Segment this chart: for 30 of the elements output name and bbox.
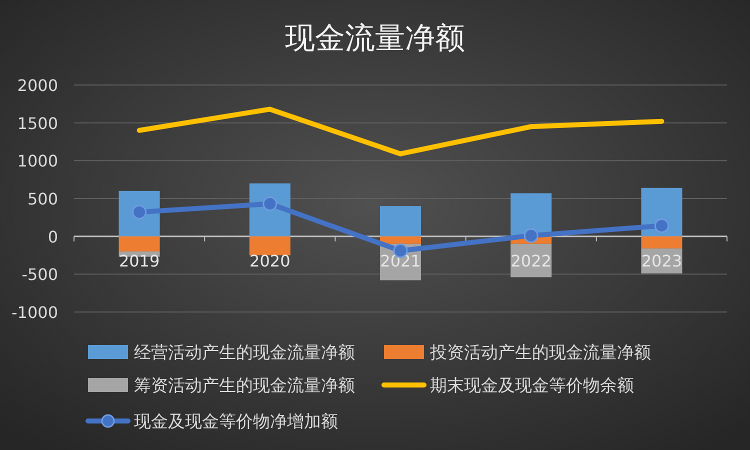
- y-tick-label: 0: [48, 227, 58, 246]
- y-tick-label: 1000: [17, 152, 58, 171]
- chart-title: 现金流量净额: [285, 21, 465, 56]
- bar: [380, 206, 421, 236]
- y-tick-label: -500: [22, 265, 58, 284]
- y-tick-label: 500: [27, 190, 58, 208]
- legend-label: 期末现金及现金等价物余额: [430, 376, 634, 396]
- x-tick-label: 2023: [641, 251, 682, 270]
- legend-label: 经营活动产生的现金流量净额: [134, 343, 355, 363]
- bar: [641, 236, 682, 248]
- bar: [118, 236, 160, 252]
- legend-label: 筹资活动产生的现金流量净额: [134, 376, 355, 396]
- legend-item: 期末现金及现金等价物余额: [382, 376, 634, 396]
- legend-item: 筹资活动产生的现金流量净额: [88, 376, 355, 396]
- y-tick-label: 2000: [17, 76, 58, 95]
- x-tick-label: 2019: [118, 251, 160, 270]
- x-tick-label: 2022: [510, 251, 552, 270]
- legend-item: 投资活动产生的现金流量净额: [384, 343, 651, 363]
- y-tick-label: 1500: [17, 114, 58, 133]
- bar: [249, 236, 290, 256]
- legend-label: 投资活动产生的现金流量净额: [429, 343, 651, 363]
- legend-item: 现金及现金等价物净增加额: [86, 412, 338, 432]
- point: [524, 228, 538, 243]
- point: [654, 218, 669, 233]
- y-tick-label: -1000: [12, 303, 58, 322]
- x-tick-label: 2020: [250, 251, 290, 270]
- legend-item: 经营活动产生的现金流量净额: [88, 343, 355, 363]
- legend-label: 现金及现金等价物净增加额: [134, 412, 338, 432]
- bar: [380, 236, 421, 244]
- bar: [510, 193, 552, 236]
